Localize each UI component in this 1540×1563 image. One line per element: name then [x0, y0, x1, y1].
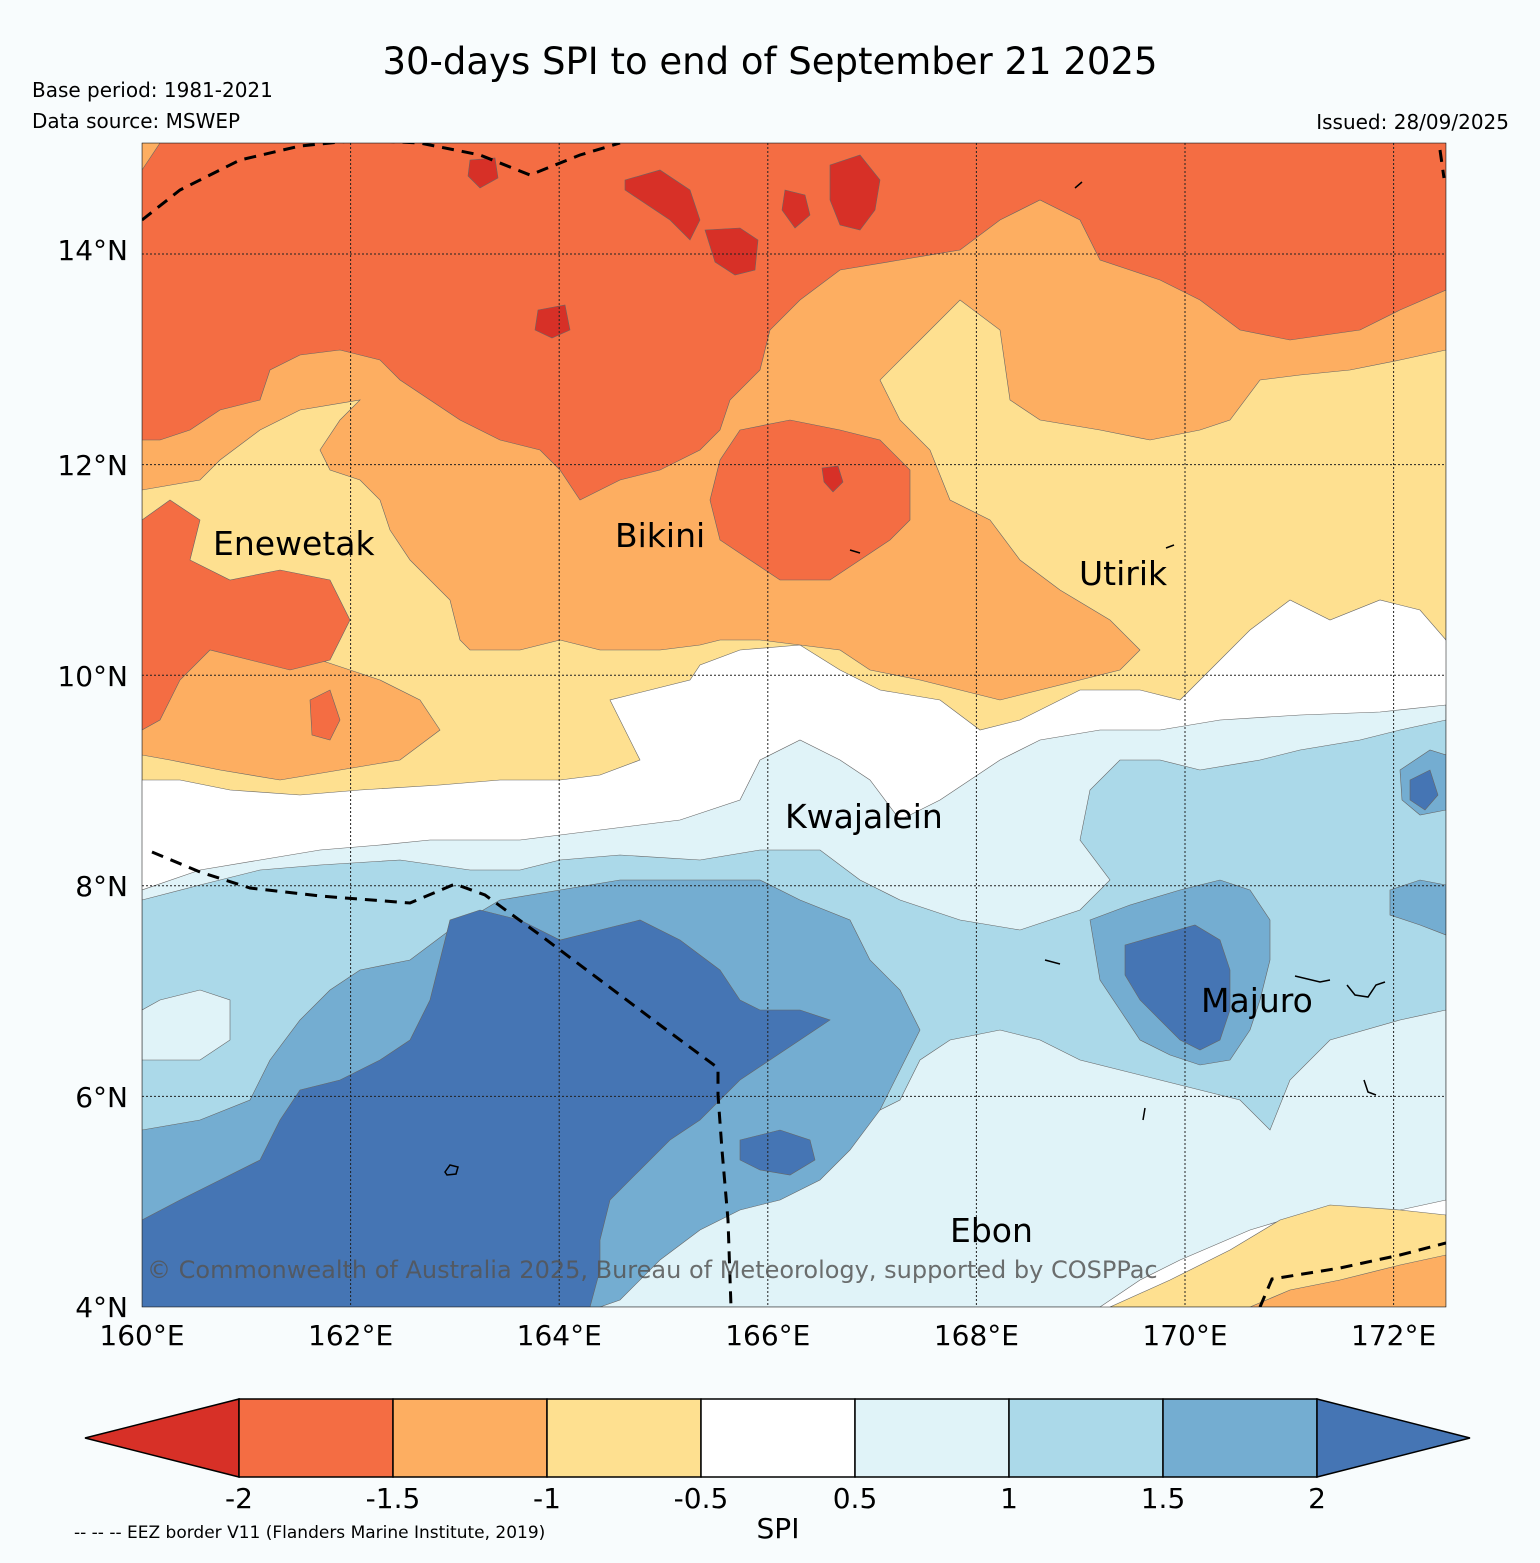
lon-tick-label: 162°E	[308, 1319, 393, 1352]
colorbar-tick-label: -2	[225, 1482, 253, 1515]
data-source-label: Data source: MSWEP	[32, 109, 241, 133]
spi-band-severely-dry	[309, 689, 341, 741]
spi-band-extremely-dry	[624, 169, 701, 241]
colorbar-tick-label: -0.5	[674, 1482, 729, 1515]
place-label-majuro: Majuro	[1201, 981, 1313, 1020]
place-label-enewetak: Enewetak	[213, 524, 376, 563]
lon-tick-label: 168°E	[934, 1319, 1019, 1352]
lat-tick-label: 14°N	[57, 234, 128, 267]
spi-band-extremely-dry	[781, 189, 811, 229]
colorbar-swatch	[1162, 1398, 1318, 1478]
place-label-ebon: Ebon	[950, 1211, 1033, 1250]
colorbar-swatch	[392, 1398, 548, 1478]
spi-colorbar: -2 -1.5 -1 -0.5 0.5 1 1.5 2 SPI	[84, 1398, 1471, 1545]
lon-tick-label: 164°E	[517, 1319, 602, 1352]
eez-border	[142, 143, 1446, 1307]
place-label-bikini: Bikini	[615, 516, 705, 555]
base-period-label: Base period: 1981-2021	[32, 78, 273, 102]
lon-tick-label: 166°E	[725, 1319, 810, 1352]
spi-band-extremely-dry	[829, 154, 881, 231]
spi-band-extremely-dry	[534, 304, 571, 339]
colorbar-tick-label: -1.5	[366, 1482, 421, 1515]
lat-tick-label: 10°N	[57, 660, 128, 693]
lat-tick-label: 4°N	[75, 1291, 128, 1324]
spi-band-extremely-dry	[704, 227, 759, 276]
spi-band-very-dry	[1249, 1254, 1446, 1307]
colorbar-axis-label: SPI	[757, 1512, 800, 1545]
lon-tick-label: 160°E	[99, 1319, 184, 1352]
colorbar-tick-label: -1	[533, 1482, 561, 1515]
spi-band-severely-dry	[142, 143, 1446, 501]
colorbar-extend-low	[84, 1398, 240, 1478]
colorbar-swatch	[238, 1398, 394, 1478]
colorbar-tick-label: 1.5	[1141, 1482, 1186, 1515]
colorbar-swatch	[854, 1398, 1010, 1478]
spi-band-very-wet	[1389, 879, 1446, 936]
chart-title: 30-days SPI to end of September 21 2025	[382, 40, 1158, 83]
colorbar-tick-label: 1	[1000, 1482, 1018, 1515]
lon-tick-label: 170°E	[1142, 1319, 1227, 1352]
spi-band-extremely-wet	[1409, 769, 1439, 811]
spi-band-extremely-wet	[1124, 924, 1231, 1051]
eez-footnote: -- -- -- EEZ border V11 (Flanders Marine…	[74, 1523, 546, 1543]
spi-band-extremely-dry	[821, 465, 844, 493]
island-outlines	[444, 181, 1386, 1176]
spi-band-extremely-wet	[142, 909, 831, 1307]
place-label-kwajalein: Kwajalein	[785, 797, 943, 836]
colorbar-swatch	[546, 1398, 702, 1478]
map-frame	[141, 142, 1447, 1308]
graticule	[142, 143, 1446, 1307]
colorbar-extend-high	[1316, 1398, 1471, 1478]
colorbar-tick-label: 2	[1308, 1482, 1326, 1515]
lat-tick-label: 8°N	[75, 870, 128, 903]
colorbar-swatch	[700, 1398, 856, 1478]
lon-tick-label: 172°E	[1351, 1319, 1436, 1352]
colorbar-tick-label: 0.5	[833, 1482, 878, 1515]
spi-map: 4°N 6°N 8°N 10°N 12°N 14°N 160°E 162°E 1…	[57, 142, 1447, 1352]
lat-tick-label: 12°N	[57, 449, 128, 482]
issued-date-label: Issued: 28/09/2025	[1316, 110, 1509, 134]
spi-field	[142, 143, 1446, 1307]
spi-band-extremely-wet	[739, 1129, 816, 1176]
lat-tick-label: 6°N	[75, 1081, 128, 1114]
spi-band-severely-dry	[709, 419, 911, 581]
spi-band-severely-dry	[142, 499, 351, 731]
colorbar-swatch	[1008, 1398, 1164, 1478]
place-label-utirik: Utirik	[1079, 554, 1168, 593]
copyright-watermark: © Commonwealth of Australia 2025, Bureau…	[147, 1256, 1158, 1284]
